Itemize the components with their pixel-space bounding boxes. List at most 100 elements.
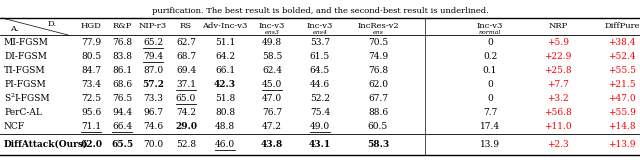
Text: +14.8: +14.8 [608,122,636,131]
Text: 94.4: 94.4 [112,108,132,117]
Text: 96.7: 96.7 [143,108,163,117]
Text: Adv-Inc-v3: Adv-Inc-v3 [202,23,248,31]
Text: 47.2: 47.2 [262,122,282,131]
Text: 86.1: 86.1 [112,66,132,75]
Text: R&P: R&P [112,23,132,31]
Text: 83.8: 83.8 [112,52,132,61]
Text: S: S [4,94,10,103]
Text: HGD: HGD [81,23,101,31]
Text: DiffAttack(Ours): DiffAttack(Ours) [4,140,88,149]
Text: 76.7: 76.7 [262,108,282,117]
Text: 69.4: 69.4 [176,66,196,75]
Text: +52.4: +52.4 [608,52,636,61]
Text: NCF: NCF [4,122,25,131]
Text: +56.8: +56.8 [544,108,572,117]
Text: 43.1: 43.1 [309,140,331,149]
Text: 66.4: 66.4 [112,122,132,131]
Text: 64.5: 64.5 [310,66,330,75]
Text: 88.6: 88.6 [368,108,388,117]
Text: 60.5: 60.5 [368,122,388,131]
Text: PI-FGSM: PI-FGSM [4,80,45,89]
Text: 72.5: 72.5 [81,94,101,103]
Text: +2.3: +2.3 [547,140,569,149]
Text: 95.6: 95.6 [81,108,101,117]
Text: 49.0: 49.0 [310,122,330,131]
Text: 79.4: 79.4 [143,52,163,61]
Text: 7.7: 7.7 [483,108,497,117]
Text: 51.8: 51.8 [215,94,235,103]
Text: A.: A. [10,25,19,33]
Text: 65.0: 65.0 [176,94,196,103]
Text: ens4: ens4 [312,30,328,35]
Text: +22.9: +22.9 [544,52,572,61]
Text: 80.5: 80.5 [81,52,101,61]
Text: DI-FGSM: DI-FGSM [4,52,47,61]
Text: Inc-v3: Inc-v3 [307,23,333,31]
Text: 13.9: 13.9 [480,140,500,149]
Text: 49.8: 49.8 [262,38,282,47]
Text: NIP-r3: NIP-r3 [139,23,167,31]
Text: 52.2: 52.2 [310,94,330,103]
Text: 17.4: 17.4 [480,122,500,131]
Text: +13.9: +13.9 [608,140,636,149]
Text: 70.5: 70.5 [368,38,388,47]
Text: 74.6: 74.6 [143,122,163,131]
Text: +55.9: +55.9 [608,108,636,117]
Text: purification. The best result is bolded, and the second-best result is underline: purification. The best result is bolded,… [152,7,488,15]
Text: 62.0: 62.0 [80,140,102,149]
Text: 51.1: 51.1 [215,38,235,47]
Text: 77.9: 77.9 [81,38,101,47]
Text: 0.1: 0.1 [483,66,497,75]
Text: 62.7: 62.7 [176,38,196,47]
Text: NRP: NRP [548,23,568,31]
Text: 43.8: 43.8 [261,140,283,149]
Text: 80.8: 80.8 [215,108,235,117]
Text: 62.0: 62.0 [368,80,388,89]
Text: I-FGSM: I-FGSM [14,94,50,103]
Text: 48.8: 48.8 [215,122,235,131]
Text: 53.7: 53.7 [310,38,330,47]
Text: 37.1: 37.1 [176,80,196,89]
Text: +21.5: +21.5 [608,80,636,89]
Text: 75.4: 75.4 [310,108,330,117]
Text: +38.4: +38.4 [608,38,636,47]
Text: 47.0: 47.0 [262,94,282,103]
Text: 74.9: 74.9 [368,52,388,61]
Text: 0: 0 [487,80,493,89]
Text: +47.0: +47.0 [608,94,636,103]
Text: 58.3: 58.3 [367,140,389,149]
Text: 57.2: 57.2 [142,80,164,89]
Text: Inc-v3: Inc-v3 [259,23,285,31]
Text: 70.0: 70.0 [143,140,163,149]
Text: 73.3: 73.3 [143,94,163,103]
Text: ens: ens [372,30,383,35]
Text: 0.2: 0.2 [483,52,497,61]
Text: +7.7: +7.7 [547,80,569,89]
Text: 44.6: 44.6 [310,80,330,89]
Text: 61.5: 61.5 [310,52,330,61]
Text: +25.8: +25.8 [544,66,572,75]
Text: normal: normal [479,30,501,35]
Text: ens3: ens3 [264,30,280,35]
Text: 29.0: 29.0 [175,122,197,131]
Text: 74.2: 74.2 [176,108,196,117]
Text: RS: RS [180,23,192,31]
Text: TI-FGSM: TI-FGSM [4,66,45,75]
Text: 52.8: 52.8 [176,140,196,149]
Text: 45.0: 45.0 [262,80,282,89]
Text: 87.0: 87.0 [143,66,163,75]
Text: 68.6: 68.6 [112,80,132,89]
Text: MI-FGSM: MI-FGSM [4,38,49,47]
Text: +5.9: +5.9 [547,38,569,47]
Text: IncRes-v2: IncRes-v2 [357,23,399,31]
Text: +55.5: +55.5 [608,66,636,75]
Text: 0: 0 [487,94,493,103]
Text: 58.5: 58.5 [262,52,282,61]
Text: D.: D. [47,20,56,28]
Text: 73.4: 73.4 [81,80,101,89]
Text: +3.2: +3.2 [547,94,569,103]
Text: +11.0: +11.0 [544,122,572,131]
Text: 84.7: 84.7 [81,66,101,75]
Text: 46.0: 46.0 [215,140,235,149]
Text: 71.1: 71.1 [81,122,101,131]
